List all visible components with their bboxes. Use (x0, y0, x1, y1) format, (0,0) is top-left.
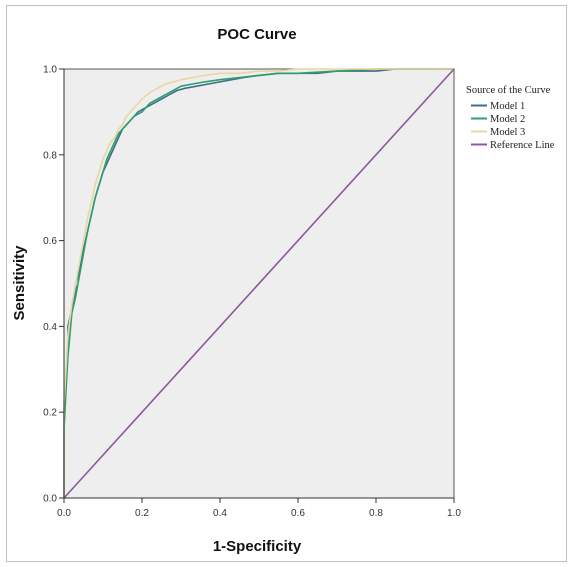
legend-label-model-1: Model 1 (490, 101, 525, 112)
tick-layer: 0.0 0.2 0.4 0.6 0.8 1.0 0.0 0.2 0.4 0.6 0.8 1.0 (43, 65, 461, 520)
series-line-reference-line (63, 68, 455, 499)
x-tick-label: 0.2 (135, 508, 149, 519)
chart-frame: POC Curve 0.0 0.2 0.4 0.6 0.8 1.0 0.0 0.2 0.4 0.6… (6, 5, 567, 562)
y-tick-label: 0.8 (43, 150, 57, 161)
legend-title: Source of the Curve (466, 85, 551, 96)
x-tick-label: 0.4 (213, 508, 227, 519)
x-tick-label: 1.0 (447, 508, 461, 519)
x-tick-label: 0.0 (57, 508, 71, 519)
x-tick-label: 0.8 (369, 508, 383, 519)
x-axis-label: 1-Specificity (213, 538, 302, 555)
y-tick-label: 1.0 (43, 65, 57, 76)
series-line-model-2 (63, 68, 454, 498)
y-tick-label: 0.4 (43, 322, 57, 333)
legend-label-model-3: Model 3 (490, 127, 525, 138)
roc-chart: POC Curve 0.0 0.2 0.4 0.6 0.8 1.0 0.0 0.2 0.4 0.6… (11, 26, 555, 555)
y-axis-label: Sensitivity (11, 245, 28, 321)
y-tick-label: 0.0 (43, 494, 57, 505)
axes (63, 69, 454, 499)
y-tick-label: 0.2 (43, 408, 57, 419)
y-tick-label: 0.6 (43, 236, 57, 247)
legend-label-reference-line: Reference Line (490, 140, 555, 151)
series-line-model-3 (63, 68, 454, 498)
series-layer (63, 68, 455, 499)
legend-items: Model 1 Model 2 Model 3 Reference Line (471, 101, 555, 151)
plot-area (63, 68, 455, 499)
x-tick-label: 0.6 (291, 508, 305, 519)
legend-label-model-2: Model 2 (490, 114, 525, 125)
chart-title: POC Curve (217, 26, 296, 43)
